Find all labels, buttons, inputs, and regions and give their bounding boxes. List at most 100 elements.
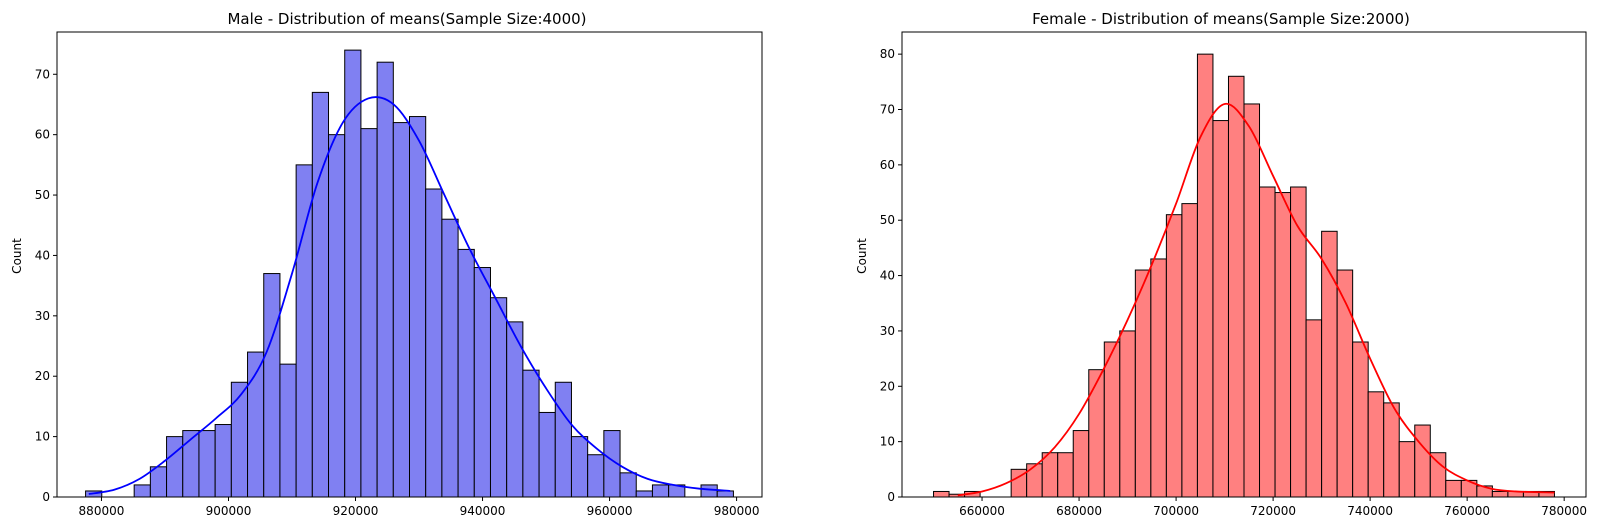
male-histogram-bar (619, 472, 637, 498)
female-histogram-bar (1119, 330, 1136, 498)
female-histogram-bar (1196, 53, 1214, 498)
male-histogram-bar (182, 430, 200, 498)
female-x-tick-label: 700000 (1153, 504, 1199, 518)
female-histogram-bar (1352, 341, 1369, 498)
male-histogram-bar (506, 321, 524, 498)
female-histogram-bar (1290, 186, 1307, 498)
female-plot-area: 660000 680000 700000 720000 740000 760000 7800… (880, 31, 1587, 518)
male-histogram-bar (651, 484, 670, 498)
male-x-tick-label: 880000 (79, 504, 125, 518)
male-histogram-bar (166, 436, 184, 498)
female-histogram-bar (1041, 452, 1059, 498)
female-y-tick-label: 50 (880, 213, 895, 227)
female-histogram-bar (1227, 75, 1245, 498)
female-histogram-bar (1088, 369, 1105, 498)
male-y-tick-label: 0 (42, 490, 50, 504)
male-histogram-bar (538, 411, 556, 498)
female-histogram-bar (1414, 424, 1431, 498)
female-x-tick-label: 780000 (1541, 504, 1587, 518)
male-y-tick-label: 10 (35, 430, 50, 444)
male-x-tick-label: 900000 (206, 504, 252, 518)
male-histogram-bar (473, 267, 491, 498)
female-histogram-bar (1072, 430, 1090, 498)
male-y-tick-label: 40 (35, 248, 50, 262)
male-histogram-bar (489, 297, 508, 498)
male-axes-frame (56, 31, 763, 498)
male-histogram-bar (700, 484, 718, 498)
male-y-tick-label: 70 (35, 67, 50, 81)
male-histogram-bar (409, 116, 427, 498)
female-histogram-bar (1181, 203, 1198, 498)
male-histogram-bar (295, 164, 313, 498)
male-x-tick-label: 940000 (460, 504, 506, 518)
female-histogram-bar (1445, 479, 1462, 498)
male-histogram-bar (716, 490, 734, 498)
female-histogram-bar (1429, 452, 1447, 498)
male-y-tick-label: 20 (35, 369, 50, 383)
female-histogram-bar (1383, 402, 1400, 498)
female-histogram-bar (1305, 319, 1323, 498)
female-histogram-bar (1134, 269, 1152, 498)
male-x-tick-label: 980000 (714, 504, 760, 518)
female-histogram-bar (1367, 391, 1385, 498)
male-histogram-bar (214, 424, 232, 498)
female-histogram-bar (1165, 214, 1183, 498)
male-plot-area: 880000 900000 920000 940000 960000 980000 0 10 2… (35, 31, 763, 518)
female-x-tick-label: 740000 (1347, 504, 1393, 518)
female-axes-frame (901, 31, 1587, 498)
female-kde-line (957, 102, 1555, 497)
male-histogram-bar (133, 484, 151, 498)
female-histogram-bar (1336, 269, 1354, 498)
female-y-tick-label: 60 (880, 158, 895, 172)
female-histogram-bar (1026, 463, 1043, 498)
male-histogram-bar (457, 248, 475, 498)
female-x-tick-label: 680000 (1056, 504, 1102, 518)
female-histogram-bar (1103, 341, 1121, 498)
female-y-tick-label: 40 (880, 269, 895, 283)
male-histogram-bar (522, 369, 540, 498)
male-histogram-bar (441, 218, 459, 498)
male-histogram-bar (149, 466, 168, 498)
female-y-tick-label: 20 (880, 379, 895, 393)
female-histogram-bar (1243, 103, 1261, 498)
female-histogram-bar (1259, 186, 1276, 498)
female-x-tick-label: 660000 (959, 504, 1005, 518)
male-y-tick-label: 30 (35, 309, 50, 323)
male-histogram-bar (376, 61, 394, 498)
male-histogram-bar (570, 436, 589, 498)
female-y-tick-label: 70 (880, 103, 895, 117)
male-histogram-bar (230, 381, 249, 498)
female-histogram-bar (1274, 192, 1292, 498)
female-y-tick-label: 0 (887, 490, 895, 504)
male-distribution-chart: Male - Distribution of means(Sample Size… (10, 10, 763, 518)
male-chart-title: Male - Distribution of means(Sample Size… (227, 10, 586, 28)
female-histogram-bar (933, 490, 950, 498)
female-histogram-bar (1150, 258, 1167, 498)
male-histogram-bar (360, 128, 378, 498)
male-histogram-bar (328, 134, 346, 498)
female-histogram-bar (1398, 441, 1416, 498)
male-y-tick-label: 60 (35, 128, 50, 142)
male-histogram-bar (198, 430, 216, 498)
male-histogram-bar (635, 490, 653, 498)
male-x-tick-label: 960000 (587, 504, 633, 518)
female-chart-title: Female - Distribution of means(Sample Si… (1032, 10, 1410, 28)
female-histogram-bar (1212, 120, 1229, 498)
male-histogram-bar (587, 454, 605, 498)
female-y-tick-label: 10 (880, 435, 895, 449)
male-histogram-bar (279, 363, 297, 498)
male-y-axis-label: Count (10, 238, 24, 274)
male-histogram-bar (311, 91, 330, 498)
male-histogram-bar (554, 381, 572, 498)
male-y-tick-label: 50 (35, 188, 50, 202)
female-histogram-bar (1057, 452, 1074, 498)
female-y-tick-label: 30 (880, 324, 895, 338)
female-x-tick-label: 760000 (1444, 504, 1490, 518)
female-y-axis-label: Count (855, 238, 869, 274)
male-histogram-bar (263, 273, 281, 498)
male-histogram-bar (425, 188, 443, 498)
female-histogram-bar (1491, 490, 1509, 498)
male-histogram-bar (392, 122, 410, 498)
female-x-tick-label: 720000 (1250, 504, 1296, 518)
